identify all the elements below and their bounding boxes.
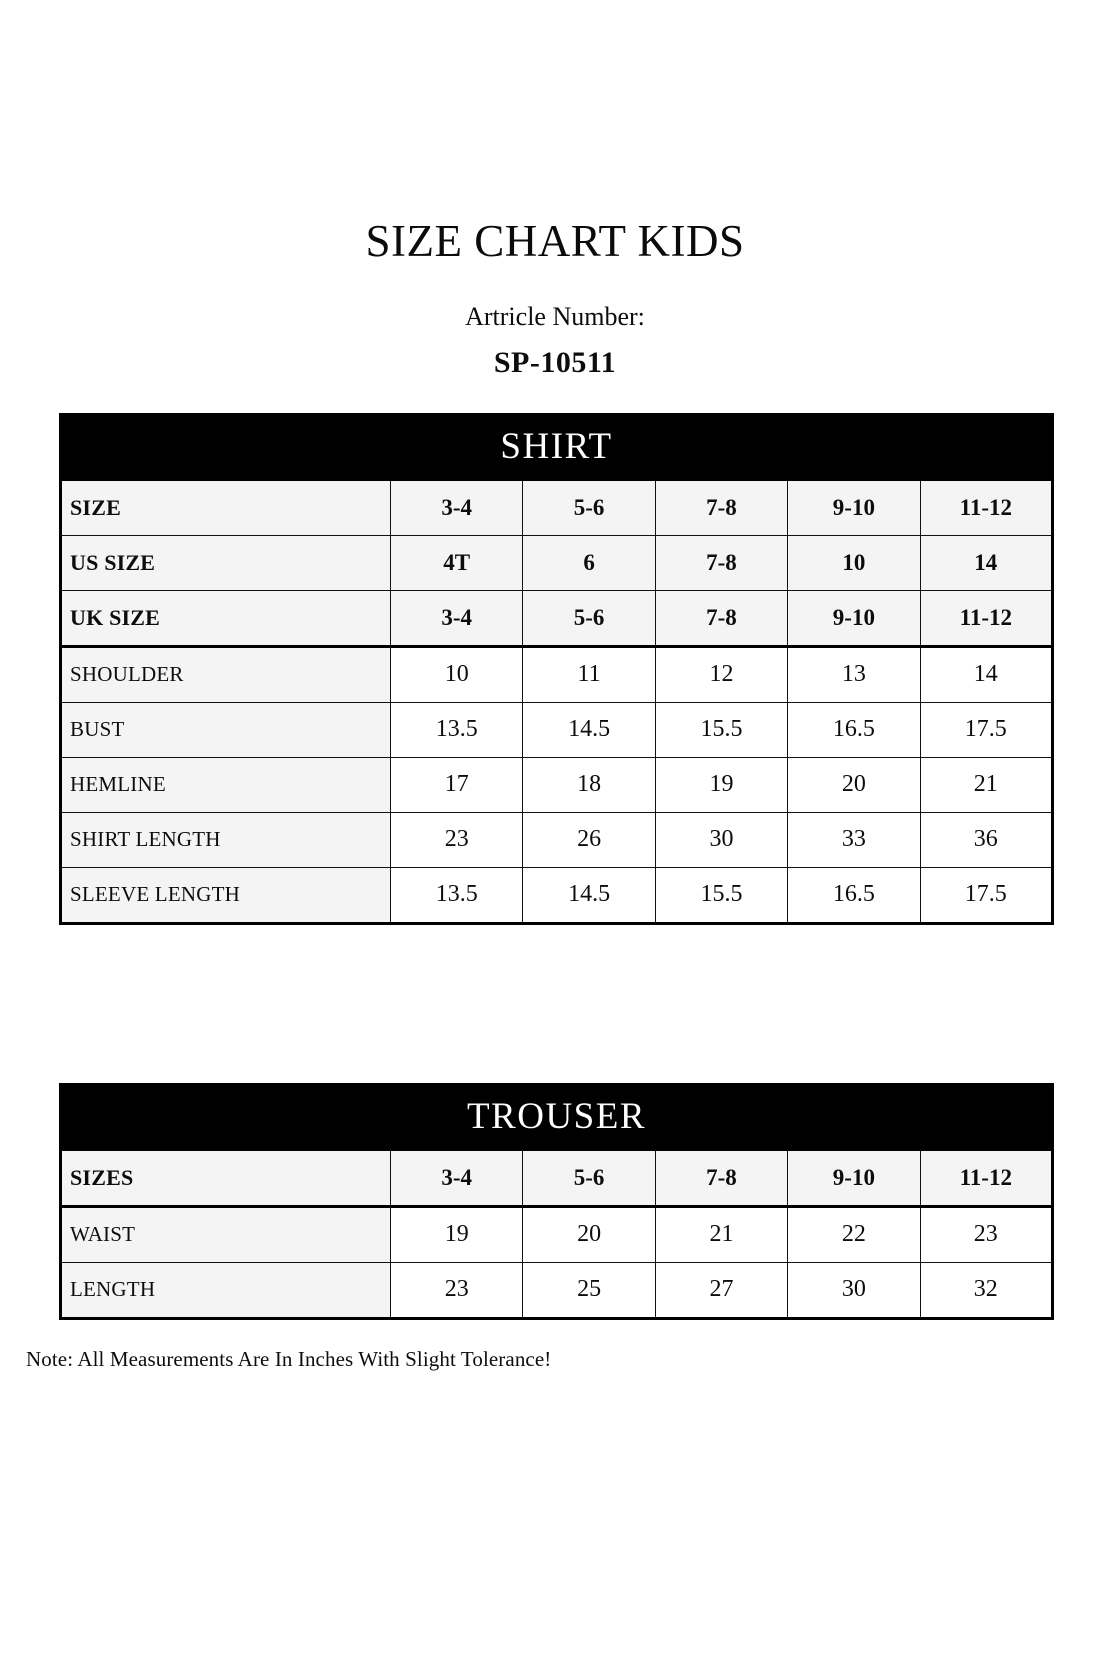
row-value: 14.5 [522, 701, 656, 758]
row-label: SHIRT LENGTH [60, 811, 391, 868]
row-value: 20 [787, 756, 921, 813]
row-value: 21 [919, 756, 1054, 813]
table-banner-title: TROUSER [59, 1082, 1054, 1151]
row-value: 16.5 [787, 701, 921, 758]
row-value: 11-12 [919, 1148, 1053, 1208]
row-value: 13.5 [389, 701, 524, 758]
row-value: 30 [654, 811, 789, 868]
row-label: SIZES [60, 1148, 391, 1208]
row-value: 17.5 [919, 866, 1054, 924]
table-row: SHOULDER 10 11 12 13 14 [60, 645, 1054, 703]
row-value: 32 [919, 1261, 1053, 1319]
header-block: SIZE CHART KIDS Artricle Number: SP-1051… [0, 0, 1110, 379]
trouser-size-table: TROUSER SIZES 3-4 5-6 7-8 9-10 11-12 WAIST 19 20 2… [59, 1082, 1054, 1320]
row-value: 12 [654, 645, 789, 703]
row-value: 21 [654, 1205, 789, 1263]
row-value: 17 [389, 756, 524, 813]
row-value: 3-4 [389, 589, 524, 648]
row-value: 3-4 [389, 478, 524, 536]
table-row: HEMLINE 17 18 19 20 21 [60, 756, 1054, 813]
row-value: 14.5 [522, 866, 656, 924]
row-value: 7-8 [654, 534, 789, 591]
row-value: 25 [522, 1261, 656, 1319]
table-row: SIZE 3-4 5-6 7-8 9-10 11-12 [60, 478, 1054, 536]
row-label: UK SIZE [60, 589, 391, 648]
trouser-table-body: TROUSER SIZES 3-4 5-6 7-8 9-10 11-12 WAIST 19 20 2… [59, 1082, 1054, 1319]
row-value: 9-10 [787, 478, 921, 536]
row-value: 19 [389, 1205, 524, 1263]
row-value: 36 [919, 811, 1054, 868]
article-number-value: SP-10511 [493, 345, 617, 379]
table-row: SIZES 3-4 5-6 7-8 9-10 11-12 [60, 1148, 1053, 1208]
row-value: 15.5 [654, 866, 789, 924]
table-row: LENGTH 23 25 27 30 32 [60, 1261, 1053, 1319]
shirt-table-container: SHIRT SIZE 3-4 5-6 7-8 9-10 11-12 US SIZE 4T 6 7-8… [58, 412, 1055, 925]
row-label: WAIST [60, 1205, 391, 1263]
row-value: 5-6 [522, 589, 656, 648]
row-label: SHOULDER [60, 645, 391, 703]
row-label: BUST [60, 701, 391, 758]
row-value: 26 [522, 811, 656, 868]
row-value: 33 [787, 811, 921, 868]
row-value: 7-8 [654, 1148, 789, 1208]
table-row: WAIST 19 20 21 22 23 [60, 1205, 1053, 1263]
row-value: 30 [787, 1261, 921, 1319]
row-value: 23 [389, 1261, 524, 1319]
row-value: 20 [522, 1205, 656, 1263]
table-row: US SIZE 4T 6 7-8 10 14 [60, 534, 1054, 591]
row-value: 22 [787, 1205, 921, 1263]
row-value: 13 [787, 645, 921, 703]
row-value: 16.5 [787, 866, 921, 924]
row-value: 11 [522, 645, 656, 703]
row-value: 5-6 [522, 478, 656, 536]
shirt-table-body: SHIRT SIZE 3-4 5-6 7-8 9-10 11-12 US SIZE 4T 6 7-8… [58, 412, 1055, 924]
row-value: 7-8 [654, 478, 789, 536]
row-value: 23 [919, 1205, 1053, 1263]
row-label: US SIZE [60, 534, 391, 591]
row-value: 14 [919, 645, 1054, 703]
article-number-label: Artricle Number: [465, 302, 645, 332]
row-value: 23 [389, 811, 524, 868]
table-row: UK SIZE 3-4 5-6 7-8 9-10 11-12 [60, 589, 1054, 648]
table-banner-title: SHIRT [58, 412, 1055, 481]
row-value: 7-8 [654, 589, 789, 648]
row-value: 19 [654, 756, 789, 813]
row-value: 4T [389, 534, 524, 591]
row-label: LENGTH [60, 1261, 391, 1319]
table-banner-row: SHIRT [58, 412, 1055, 481]
row-value: 17.5 [919, 701, 1054, 758]
row-value: 13.5 [389, 866, 524, 924]
row-value: 11-12 [919, 478, 1054, 536]
row-value: 9-10 [787, 1148, 921, 1208]
page-title: SIZE CHART KIDS [365, 216, 745, 266]
table-row: BUST 13.5 14.5 15.5 16.5 17.5 [60, 701, 1054, 758]
table-banner-row: TROUSER [59, 1082, 1054, 1151]
row-value: 15.5 [654, 701, 789, 758]
row-value: 10 [787, 534, 921, 591]
row-label: SLEEVE LENGTH [60, 866, 391, 924]
trouser-table-container: TROUSER SIZES 3-4 5-6 7-8 9-10 11-12 WAIST 19 20 2… [59, 1082, 1054, 1320]
measurement-note: Note: All Measurements Are In Inches Wit… [26, 1346, 552, 1371]
row-value: 18 [522, 756, 656, 813]
row-value: 3-4 [389, 1148, 524, 1208]
table-row: SHIRT LENGTH 23 26 30 33 36 [60, 811, 1054, 868]
row-label: HEMLINE [60, 756, 391, 813]
row-value: 14 [919, 534, 1054, 591]
row-label: SIZE [60, 478, 391, 536]
row-value: 10 [389, 645, 524, 703]
shirt-size-table: SHIRT SIZE 3-4 5-6 7-8 9-10 11-12 US SIZE 4T 6 7-8… [58, 412, 1055, 925]
row-value: 27 [654, 1261, 789, 1319]
row-value: 11-12 [919, 589, 1054, 648]
table-row: SLEEVE LENGTH 13.5 14.5 15.5 16.5 17.5 [60, 866, 1054, 924]
row-value: 5-6 [522, 1148, 656, 1208]
row-value: 9-10 [787, 589, 921, 648]
row-value: 6 [522, 534, 656, 591]
